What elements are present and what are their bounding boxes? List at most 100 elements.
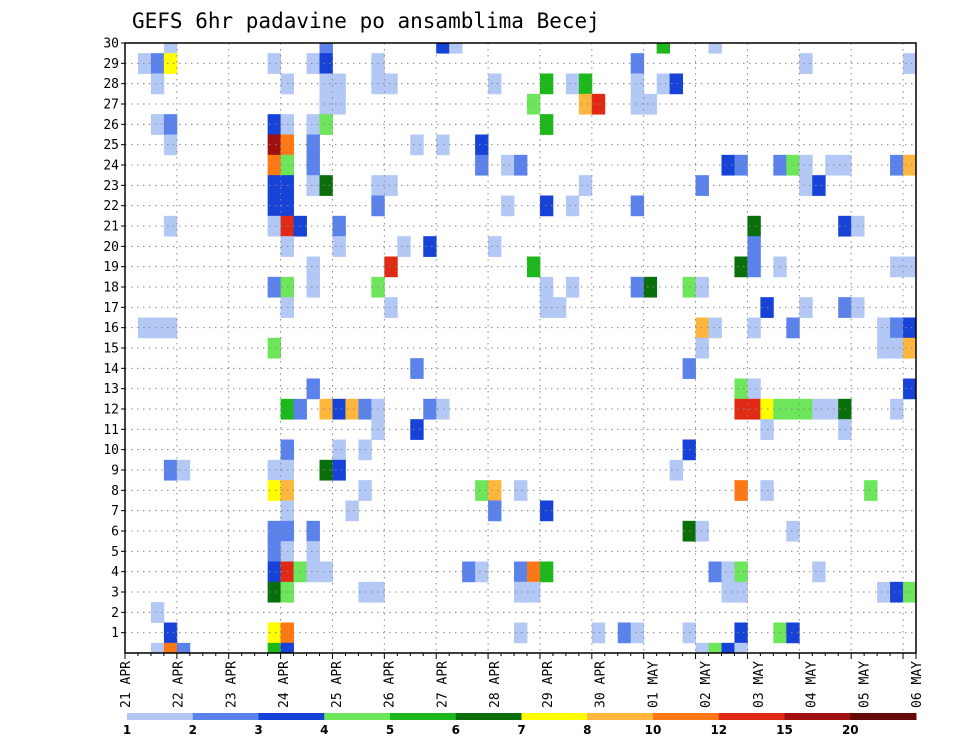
heatmap-cell: [903, 256, 917, 278]
x-tick-label: 21 APR: [119, 661, 134, 708]
heatmap-cell: [890, 317, 904, 339]
heatmap-cell: [488, 73, 502, 95]
heatmap-cell: [539, 73, 554, 95]
x-tick-label: 27 APR: [435, 661, 450, 708]
heatmap-cell: [721, 561, 735, 583]
y-tick-label: 25: [103, 138, 119, 153]
legend-label: 15: [776, 723, 793, 737]
heatmap-cell: [903, 317, 917, 339]
heatmap-cell: [747, 317, 761, 339]
legend-swatch: [455, 713, 522, 720]
y-tick-label: 23: [103, 179, 119, 194]
heatmap-cell: [890, 154, 904, 176]
heatmap-cell: [565, 195, 580, 217]
heatmap-cell: [799, 297, 813, 318]
heatmap-cell: [747, 398, 761, 420]
heatmap-cell: [475, 154, 489, 176]
heatmap-cell: [514, 561, 528, 583]
heatmap-cell: [267, 520, 282, 542]
legend-label: 6: [452, 723, 460, 737]
heatmap-cell: [163, 317, 178, 339]
heatmap-cell: [578, 73, 593, 95]
heatmap-cell: [903, 337, 917, 359]
heatmap-cell: [877, 317, 891, 339]
x-tick-label: 29 APR: [541, 661, 556, 708]
heatmap-cell: [747, 236, 761, 257]
heatmap-cell: [838, 398, 852, 420]
heatmap-cell: [552, 297, 567, 318]
heatmap-cell: [630, 53, 645, 74]
heatmap-cell: [332, 73, 346, 95]
x-tick-label: 04 MAY: [805, 661, 820, 708]
heatmap-cell: [462, 561, 476, 583]
heatmap-cell: [449, 43, 463, 54]
heatmap-cell: [669, 73, 683, 95]
heatmap-cell: [539, 561, 554, 583]
heatmap-cell: [267, 581, 282, 603]
heatmap-cell: [903, 154, 917, 176]
heatmap-cell: [332, 93, 346, 115]
heatmap-cell: [591, 622, 606, 644]
heatmap-cell: [565, 276, 580, 298]
heatmap-cell: [501, 195, 515, 217]
heatmap-cell: [747, 215, 761, 237]
heatmap-cell: [319, 53, 333, 74]
y-tick-label: 17: [103, 301, 119, 316]
y-tick-label: 18: [103, 281, 119, 296]
heatmap-cell: [319, 459, 333, 481]
heatmap-cell: [475, 134, 489, 156]
heatmap-cell: [163, 114, 178, 135]
heatmap-cell: [436, 43, 450, 54]
heatmap-cell: [877, 337, 891, 359]
y-tick-label: 20: [103, 240, 119, 255]
x-tick-label: 01 MAY: [646, 661, 661, 708]
heatmap-cell: [786, 520, 800, 542]
heatmap-cell: [539, 500, 554, 522]
heatmap-cell: [812, 398, 826, 420]
heatmap-cell: [267, 622, 282, 644]
heatmap-cell: [150, 114, 165, 135]
legend-swatch: [521, 713, 588, 720]
heatmap-cell: [708, 317, 722, 339]
legend-swatch: [258, 713, 325, 720]
heatmap-cell: [786, 317, 800, 339]
heatmap-cell: [163, 642, 178, 654]
heatmap-cell: [734, 154, 748, 176]
heatmap-cell: [306, 53, 320, 74]
heatmap-cell: [410, 358, 424, 379]
x-tick-label: 30 APR: [594, 661, 609, 708]
y-tick-label: 11: [103, 423, 119, 438]
legend-label: 10: [645, 723, 662, 737]
heatmap-cell: [306, 134, 320, 156]
heatmap-cell: [267, 459, 282, 481]
heatmap-cell: [332, 215, 346, 237]
y-tick-label: 14: [103, 362, 119, 377]
heatmap-cell: [643, 276, 658, 298]
heatmap-cell: [267, 541, 282, 562]
heatmap-cell: [319, 398, 333, 420]
heatmap-cell: [488, 236, 502, 257]
y-tick-label: 15: [103, 342, 119, 357]
heatmap-cell: [864, 480, 878, 501]
heatmap-cell: [280, 642, 294, 654]
heatmap-cell: [163, 53, 178, 74]
heatmap-cell: [137, 53, 152, 74]
y-tick-label: 24: [103, 159, 119, 174]
heatmap-cell: [384, 73, 398, 95]
heatmap-cell: [877, 581, 891, 603]
heatmap-cell: [734, 642, 748, 654]
heatmap-cell: [501, 154, 515, 176]
heatmap-cell: [423, 398, 437, 420]
heatmap-cell: [319, 114, 333, 135]
heatmap-cells: [137, 43, 917, 654]
heatmap-cell: [630, 73, 645, 95]
heatmap-cell: [643, 93, 658, 115]
heatmap-cell: [410, 134, 424, 156]
heatmap-cell: [695, 642, 709, 654]
heatmap-cell: [708, 43, 722, 54]
heatmap-cell: [825, 398, 839, 420]
legend-label: 4: [320, 723, 328, 737]
y-tick-label: 28: [103, 77, 119, 92]
heatmap-cell: [306, 256, 320, 278]
heatmap-cell: [384, 256, 398, 278]
